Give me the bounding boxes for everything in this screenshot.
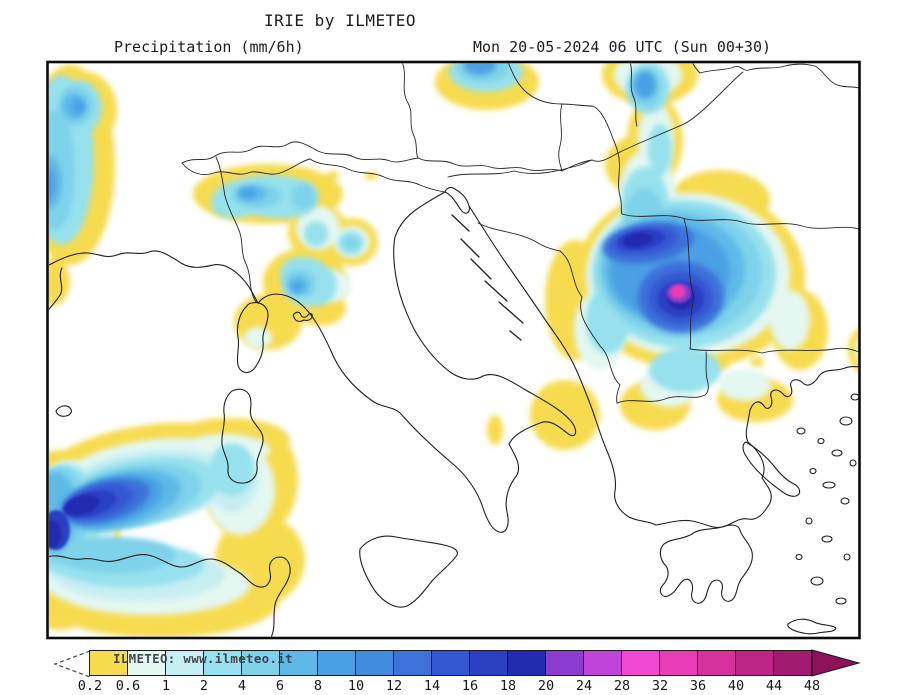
colorbar-tick-label: 6	[275, 678, 285, 694]
colorbar-segment	[165, 650, 204, 676]
colorbar-tick-label: 2	[199, 678, 209, 694]
coast-italy-boot	[257, 191, 577, 533]
colorbar-tick-label: 10	[347, 678, 365, 694]
colorbar-tick-label: 20	[537, 678, 555, 694]
precipitation-field	[49, 63, 859, 637]
colorbar-segments	[89, 650, 812, 676]
colorbar-tick-label: 12	[385, 678, 403, 694]
underflow-arrow-icon	[53, 650, 91, 678]
colorbar-segment	[393, 650, 432, 676]
colorbar-ticks: 0.2 0.6 1 2 4 6 8 10 12 14 16 18 20 24 28 32 36 40 44 48	[78, 678, 820, 694]
colorbar-tick-label: 0.6	[115, 678, 141, 694]
coast-greece	[655, 366, 859, 528]
map-frame	[46, 60, 861, 640]
overflow-arrow-icon	[811, 649, 861, 677]
colorbar-tick-label: 24	[575, 678, 593, 694]
colorbar-segment	[317, 650, 356, 676]
colorbar-segment	[545, 650, 584, 676]
colorbar-tick-label: 18	[499, 678, 517, 694]
coast-adriatic-east	[468, 205, 657, 526]
precip-level-palest-cyan	[49, 63, 859, 615]
island-balearic	[55, 405, 72, 417]
coast-istria	[444, 186, 470, 214]
island-crete	[787, 618, 837, 635]
island-elba	[292, 311, 313, 322]
colorbar-tick-label: 44	[765, 678, 783, 694]
colorbar-segment	[621, 650, 660, 676]
colorbar-tick-label: 48	[803, 678, 821, 694]
valid-time-label: Mon 20-05-2024 06 UTC (Sun 00+30)	[473, 38, 772, 56]
coast-north-africa	[49, 554, 291, 637]
coast-peloponnese	[659, 524, 753, 604]
coastlines	[49, 186, 859, 637]
colorbar-segment	[127, 650, 166, 676]
colorbar-segment	[469, 650, 508, 676]
coast-corsica	[236, 302, 269, 374]
country-borders	[181, 63, 859, 404]
colorbar-segment	[659, 650, 698, 676]
aegean-islands	[795, 393, 859, 605]
colorbar-tick-label: 8	[313, 678, 323, 694]
precip-level-magenta	[670, 285, 686, 299]
coast-sardinia	[221, 388, 264, 484]
island-euboea	[742, 441, 801, 497]
colorbar-tick-label: 4	[237, 678, 247, 694]
coast-spain-stub	[49, 267, 63, 311]
colorbar-tick-label: 40	[727, 678, 745, 694]
colorbar-tick-label: 14	[423, 678, 441, 694]
colorbar-tick-label: 32	[651, 678, 669, 694]
colorbar-segment	[279, 650, 318, 676]
coast-france	[49, 250, 259, 304]
colorbar-tick-label: 1	[161, 678, 171, 694]
colorbar-segment	[735, 650, 774, 676]
colorbar-segment	[431, 650, 470, 676]
coast-sicily	[359, 535, 458, 608]
colorbar-segment	[355, 650, 394, 676]
colorbar-segment	[697, 650, 736, 676]
colorbar-segment	[583, 650, 622, 676]
colorbar-tick-label: 28	[613, 678, 631, 694]
colorbar-branding: ILMETEO: www.ilmeteo.it	[113, 651, 293, 666]
colorbar-segment	[773, 650, 812, 676]
precip-unit-label: Precipitation (mm/6h)	[114, 38, 304, 56]
croatian-islands	[451, 214, 524, 341]
colorbar-segment	[241, 650, 280, 676]
colorbar-tick-label: 36	[689, 678, 707, 694]
colorbar-segment	[203, 650, 242, 676]
page-title: IRIE by ILMETEO	[264, 11, 416, 30]
colorbar-segment	[89, 650, 128, 676]
colorbar-segment	[507, 650, 546, 676]
colorbar-tick-label: 0.2	[77, 678, 103, 694]
colorbar-tick-label: 16	[461, 678, 479, 694]
